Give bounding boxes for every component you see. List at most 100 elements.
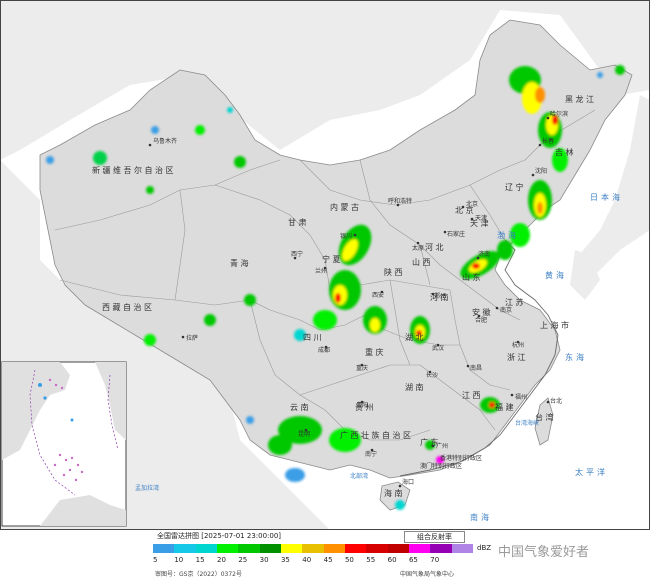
province-borders <box>54 109 596 441</box>
legend-tick: 30 <box>259 556 269 564</box>
svg-text:西宁: 西宁 <box>291 250 303 258</box>
label-beijing: 北京 <box>455 205 476 215</box>
svg-text:长沙: 长沙 <box>426 371 438 379</box>
label-bohai: 渤海 <box>497 230 519 240</box>
svg-text:太原: 太原 <box>412 244 424 252</box>
label-guizhou: 贵州 <box>355 402 376 412</box>
label-gansu: 甘肃 <box>288 217 309 227</box>
svg-text:兰州: 兰州 <box>315 267 327 275</box>
svg-text:银川: 银川 <box>340 232 352 240</box>
label-liaoning: 辽宁 <box>505 182 526 192</box>
svg-text:武汉: 武汉 <box>432 344 444 352</box>
label-xinjiang: 新疆维吾尔自治区 <box>92 165 176 175</box>
label-shanxi: 山西 <box>412 257 433 267</box>
legend-swatch <box>280 544 303 553</box>
city-nanchang: 南昌 <box>466 364 482 372</box>
city-hefei: 合肥 <box>475 314 487 324</box>
product-label: 组合反射率 <box>404 531 465 543</box>
label-ningxia: 宁夏 <box>322 254 343 264</box>
legend-tick: 70 <box>430 556 440 564</box>
svg-text:石家庄: 石家庄 <box>447 230 465 238</box>
city-tianjin: 天津 <box>470 215 487 222</box>
svg-text:拉萨: 拉萨 <box>186 334 198 342</box>
legend-ticks: 5 10 15 20 25 30 35 40 45 50 55 60 65 70 <box>153 556 473 564</box>
city-nanning: 南宁 <box>365 448 377 458</box>
label-shandong: 山东 <box>462 272 483 282</box>
legend-tick: 20 <box>216 556 226 564</box>
city-beijing: 北京 <box>461 200 478 209</box>
label-bengal: 孟加拉湾 <box>135 484 159 492</box>
svg-text:成都: 成都 <box>318 346 330 354</box>
city-fuzhou: 福州 <box>510 393 527 401</box>
label-yunnan: 云南 <box>290 402 311 412</box>
city-harbin: 哈尔滨 <box>546 110 568 120</box>
label-fujian: 福建 <box>495 402 516 412</box>
china-land <box>39 19 633 479</box>
city-hohhot: 呼和浩特 <box>388 197 412 207</box>
legend-swatch <box>430 544 452 553</box>
legend-swatch <box>451 544 473 553</box>
echo-northeast <box>509 65 625 172</box>
svg-text:广州: 广州 <box>436 442 448 450</box>
label-qinghai: 青海 <box>230 258 251 268</box>
label-beibu: 北部湾 <box>350 472 368 480</box>
svg-text:西安: 西安 <box>372 291 384 299</box>
label-donghai: 东海 <box>565 352 587 362</box>
label-hubei: 湖北 <box>405 333 426 342</box>
legend-swatch <box>387 544 409 553</box>
label-shanghai: 上海市 <box>540 320 572 330</box>
city-haikou: 海口 <box>398 478 414 488</box>
legend-tick: 40 <box>302 556 312 564</box>
legend-swatch <box>344 544 367 553</box>
city-xining: 西宁 <box>291 250 303 260</box>
legend-swatch <box>259 544 281 553</box>
svg-text:南宁: 南宁 <box>365 450 377 458</box>
svg-text:北京: 北京 <box>466 200 478 208</box>
label-jiangxi: 江西 <box>462 391 483 400</box>
legend-tick-pad <box>452 556 473 564</box>
map-title: 全国雷达拼图 [2025-07-01 23:00:00] <box>157 532 282 540</box>
echo-south <box>246 397 500 510</box>
svg-text:南京: 南京 <box>500 306 512 314</box>
city-taiyuan: 太原 <box>412 241 424 252</box>
city-wuhan: 武汉 <box>432 343 444 352</box>
svg-text:哈尔滨: 哈尔滨 <box>550 110 568 118</box>
city-shenyang: 沈阳 <box>531 167 547 177</box>
svg-text:郑州: 郑州 <box>434 292 446 300</box>
city-nanjing: 南京 <box>495 306 512 314</box>
label-tianjin: 天津 <box>470 218 491 228</box>
city-changsha: 长沙 <box>426 370 438 379</box>
svg-text:合肥: 合肥 <box>475 316 487 324</box>
city-guangzhou: 广州 <box>431 442 448 450</box>
legend-tick: 35 <box>280 556 290 564</box>
svg-text:贵阳: 贵阳 <box>356 401 368 409</box>
svg-text:长春: 长春 <box>542 137 554 145</box>
city-guiyang: 贵阳 <box>356 400 368 409</box>
svg-text:南昌: 南昌 <box>470 364 482 372</box>
legend-swatch <box>238 544 260 553</box>
label-henan: 河南 <box>430 292 451 302</box>
city-hangzhou: 杭州 <box>512 340 524 349</box>
svg-text:福州: 福州 <box>515 393 527 401</box>
legend-colorbar <box>153 544 473 553</box>
legend-tick: 10 <box>174 556 184 564</box>
label-xizang: 西藏自治区 <box>102 302 155 312</box>
echo-xinjiang <box>46 107 246 194</box>
legend-tick: 50 <box>344 556 354 564</box>
label-chongqing: 重庆 <box>365 347 386 357</box>
svg-text:沈阳: 沈阳 <box>535 167 547 175</box>
city-changchun: 长春 <box>538 137 554 147</box>
city-shijiazhuang: 石家庄 <box>443 230 465 238</box>
echo-liaoning <box>497 180 552 260</box>
label-ribenhai: 日本海 <box>590 192 623 202</box>
sar-labels: 香港特别行政区 澳门特别行政区 <box>420 454 482 470</box>
label-taiwan-strait: 台湾海峡 <box>515 419 539 427</box>
label-jiangsu: 江苏 <box>505 297 526 307</box>
city-chengdu: 成都 <box>318 345 330 354</box>
map-footer: 全国雷达拼图 [2025-07-01 23:00:00] 组合反射率 5 10 15… <box>0 530 650 582</box>
label-nanhai: 南海 <box>470 512 492 522</box>
svg-text:海口: 海口 <box>402 478 414 486</box>
label-zhejiang: 浙江 <box>507 352 528 362</box>
city-xian: 西安 <box>372 290 384 299</box>
legend-tick: 15 <box>195 556 205 564</box>
